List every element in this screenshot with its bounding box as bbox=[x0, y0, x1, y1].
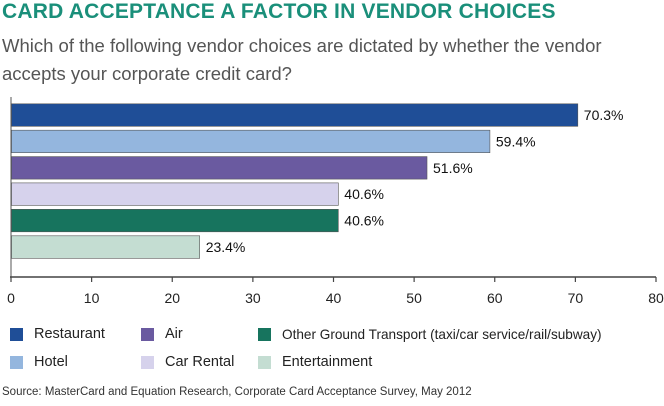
bar bbox=[11, 103, 579, 127]
bar bbox=[11, 209, 339, 233]
bar bbox=[11, 235, 200, 259]
value-label: 59.4% bbox=[496, 133, 536, 149]
x-tick-label: 10 bbox=[84, 290, 100, 306]
legend-item-restaurant: Restaurant bbox=[10, 324, 105, 344]
legend-swatch bbox=[258, 355, 271, 369]
x-tick-label: 30 bbox=[245, 290, 261, 306]
legend-swatch bbox=[258, 327, 271, 341]
x-tick-label: 50 bbox=[406, 290, 422, 306]
source-note: Source: MasterCard and Equation Research… bbox=[2, 386, 472, 398]
x-tick-label: 80 bbox=[648, 290, 664, 306]
bar-chart: 70.3% 59.4% 51.6% 40.6% 40.6% 23.4% 0 10 20 30 40 5… bbox=[7, 97, 664, 306]
legend-item-car-rental: Car Rental bbox=[141, 352, 234, 372]
legend-label: Car Rental bbox=[165, 354, 235, 370]
legend-label: Other Ground Transport (taxi/car service… bbox=[282, 326, 602, 342]
x-tick-label: 70 bbox=[568, 290, 584, 306]
chart-subtitle: Which of the following vendor choices ar… bbox=[2, 35, 602, 84]
legend-swatch bbox=[10, 327, 23, 341]
value-label: 40.6% bbox=[344, 186, 384, 202]
legend-label: Hotel bbox=[34, 354, 68, 370]
x-tick-label: 40 bbox=[326, 290, 342, 306]
legend-item-hotel: Hotel bbox=[10, 352, 68, 372]
legend-label: Air bbox=[165, 326, 183, 342]
value-label: 40.6% bbox=[344, 213, 384, 229]
x-tick-label: 0 bbox=[7, 290, 15, 306]
bar bbox=[11, 156, 428, 180]
x-tick-label: 20 bbox=[165, 290, 181, 306]
legend-label: Restaurant bbox=[34, 326, 105, 342]
value-label: 51.6% bbox=[433, 160, 473, 176]
legend-item-entertainment: Entertainment bbox=[258, 352, 372, 372]
legend-swatch bbox=[141, 355, 154, 369]
legend-item-air: Air bbox=[141, 324, 183, 344]
x-tick-label: 60 bbox=[487, 290, 503, 306]
bar bbox=[11, 182, 339, 206]
legend: Restaurant Hotel Air Car Rental Other Gr… bbox=[10, 322, 664, 378]
value-label: 70.3% bbox=[584, 107, 624, 123]
legend-swatch bbox=[10, 355, 23, 369]
legend-label: Entertainment bbox=[282, 354, 373, 370]
value-label: 23.4% bbox=[206, 239, 246, 255]
chart-title: CARD ACCEPTANCE A FACTOR IN VENDOR CHOIC… bbox=[2, 0, 556, 23]
legend-item-other-ground-transport: Other Ground Transport (taxi/car service… bbox=[258, 324, 602, 344]
legend-swatch bbox=[141, 327, 154, 341]
bar bbox=[11, 129, 491, 153]
